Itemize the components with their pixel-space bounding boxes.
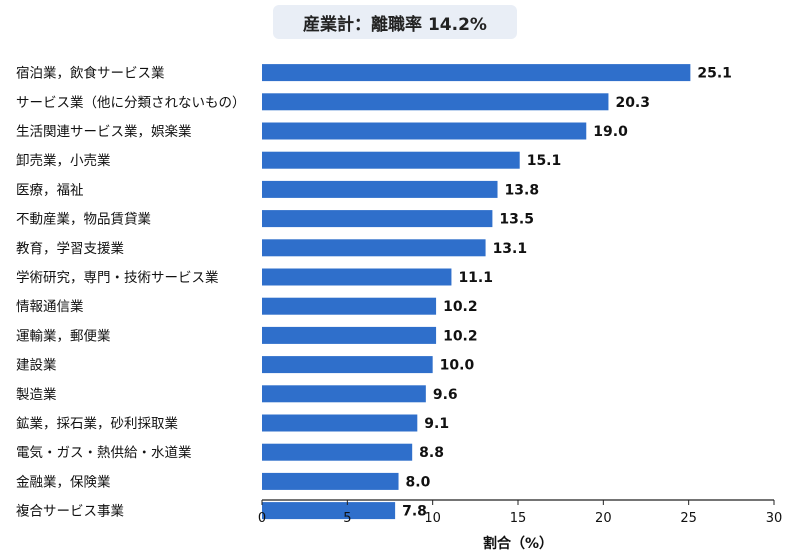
value-label: 8.0 (406, 474, 431, 490)
category-label: 医療，福祉 (16, 181, 84, 198)
x-tick-label: 20 (595, 511, 612, 526)
category-label: 複合サービス事業 (16, 503, 124, 520)
value-label: 9.6 (433, 387, 458, 403)
value-label: 15.1 (527, 153, 562, 169)
category-label: 製造業 (16, 387, 57, 403)
category-label: 建設業 (16, 358, 57, 374)
category-label: 鉱業，採石業，砂利採取業 (16, 416, 178, 432)
category-label: 情報通信業 (16, 299, 84, 315)
x-ticks: 0 5 10 15 20 25 30 (258, 500, 782, 526)
bar (262, 385, 426, 403)
value-label: 10.2 (443, 328, 478, 344)
value-label: 8.8 (419, 445, 444, 461)
value-label: 10.2 (443, 299, 478, 315)
bar (262, 268, 452, 286)
category-label: 学術研究，専門・技術サービス業 (16, 270, 219, 286)
bars-group (262, 64, 691, 520)
x-tick-label: 0 (258, 511, 266, 526)
category-label: 電気・ガス・熱供給・水道業 (16, 445, 192, 461)
value-label: 13.8 (505, 182, 540, 198)
value-label: 11.1 (458, 270, 493, 286)
bar (262, 210, 493, 228)
value-label: 13.5 (499, 212, 534, 228)
x-axis-label: 割合（%） (483, 535, 553, 552)
value-label: 13.1 (493, 241, 528, 257)
bar (262, 414, 418, 432)
category-label: 宿泊業，飲食サービス業 (16, 65, 165, 82)
bar (262, 356, 433, 374)
x-tick-label: 10 (424, 511, 441, 526)
value-label: 19.0 (593, 124, 628, 140)
bar (262, 502, 396, 520)
bar (262, 180, 498, 198)
bar (262, 151, 520, 169)
category-label: 金融業，保険業 (16, 474, 111, 490)
bar (262, 122, 587, 140)
bar (262, 93, 609, 111)
category-label: 教育，学習支援業 (16, 241, 124, 257)
value-label: 9.1 (424, 416, 449, 432)
x-tick-label: 25 (680, 511, 697, 526)
bar (262, 326, 437, 344)
bar (262, 443, 413, 461)
category-label: 不動産業，物品賃貸業 (16, 212, 151, 228)
x-tick-label: 5 (343, 511, 351, 526)
category-label: サービス業（他に分類されないもの） (16, 95, 246, 111)
value-labels: 25.1 20.3 19.0 15.1 13.8 13.5 13.111.1 10.2 10.2… (402, 66, 732, 520)
bar (262, 297, 437, 315)
chart-title: 産業計：離職率 14.2% (273, 5, 517, 39)
bar (262, 239, 486, 257)
value-label: 10.0 (440, 358, 475, 374)
category-label: 生活関連サービス業，娯楽業 (16, 124, 192, 140)
bar (262, 64, 691, 82)
bar (262, 472, 399, 490)
x-tick-label: 15 (510, 511, 527, 526)
category-label: 卸売業，小売業 (16, 153, 111, 169)
x-tick-label: 30 (766, 511, 783, 526)
value-label: 7.8 (402, 504, 427, 520)
category-label: 運輸業，郵便業 (16, 328, 111, 344)
value-label: 20.3 (615, 95, 650, 111)
value-label: 25.1 (697, 66, 732, 82)
